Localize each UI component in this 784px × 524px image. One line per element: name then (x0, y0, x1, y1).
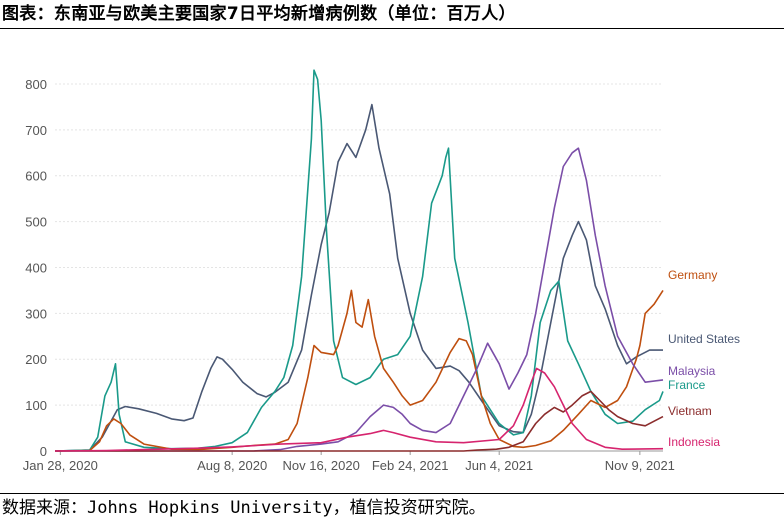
series-line-indonesia (54, 367, 664, 452)
x-axis-ticks: Jan 28, 2020 Aug 8, 2020 Nov 16, 2020 Feb 2… (23, 451, 675, 473)
series-label-vietnam: Vietnam (668, 404, 712, 418)
series-labels: United States France Germany Malaysia Vietna… (668, 268, 740, 449)
series-line-united-states (54, 103, 663, 452)
y-tick-label: 800 (25, 77, 47, 92)
x-tick-label: Jun 4, 2021 (465, 458, 533, 473)
series-line-germany (54, 289, 664, 452)
x-tick-label: Nov 16, 2020 (282, 458, 359, 473)
series-label-germany: Germany (668, 268, 717, 282)
y-tick-label: 0 (40, 444, 47, 459)
y-tick-label: 400 (25, 260, 47, 275)
series-line-malaysia (55, 147, 664, 452)
x-tick-label: Nov 9, 2021 (605, 458, 675, 473)
y-tick-label: 200 (25, 352, 47, 367)
grid-lines (55, 83, 663, 452)
x-tick-label: Jan 28, 2020 (23, 458, 98, 473)
y-tick-label: 600 (25, 169, 47, 184)
y-tick-label: 500 (25, 215, 47, 230)
x-tick-label: Feb 24, 2021 (372, 458, 449, 473)
y-tick-label: 300 (25, 306, 47, 321)
source-divider (0, 493, 784, 494)
chart-title: 图表：东南亚与欧美主要国家7日平均新增病例数（单位：百万人） (2, 4, 516, 24)
line-chart: 0 100 200 300 400 500 600 700 800 Jan 28, 2020 Au… (23, 69, 740, 473)
series-label-malaysia: Malaysia (668, 364, 716, 378)
x-tick-label: Aug 8, 2020 (197, 458, 267, 473)
series-line-vietnam (55, 390, 664, 452)
series-lines (54, 69, 664, 452)
title-divider (0, 28, 784, 29)
y-axis-ticks: 0 100 200 300 400 500 600 700 800 (25, 77, 47, 459)
series-label-france: France (668, 378, 706, 392)
series-label-indonesia: Indonesia (668, 435, 720, 449)
series-label-united-states: United States (668, 332, 740, 346)
series-line-france (54, 69, 664, 452)
y-tick-label: 100 (25, 398, 47, 413)
source-note: 数据来源：Johns Hopkins University，植信投资研究院。 (2, 498, 486, 518)
y-tick-label: 700 (25, 123, 47, 138)
